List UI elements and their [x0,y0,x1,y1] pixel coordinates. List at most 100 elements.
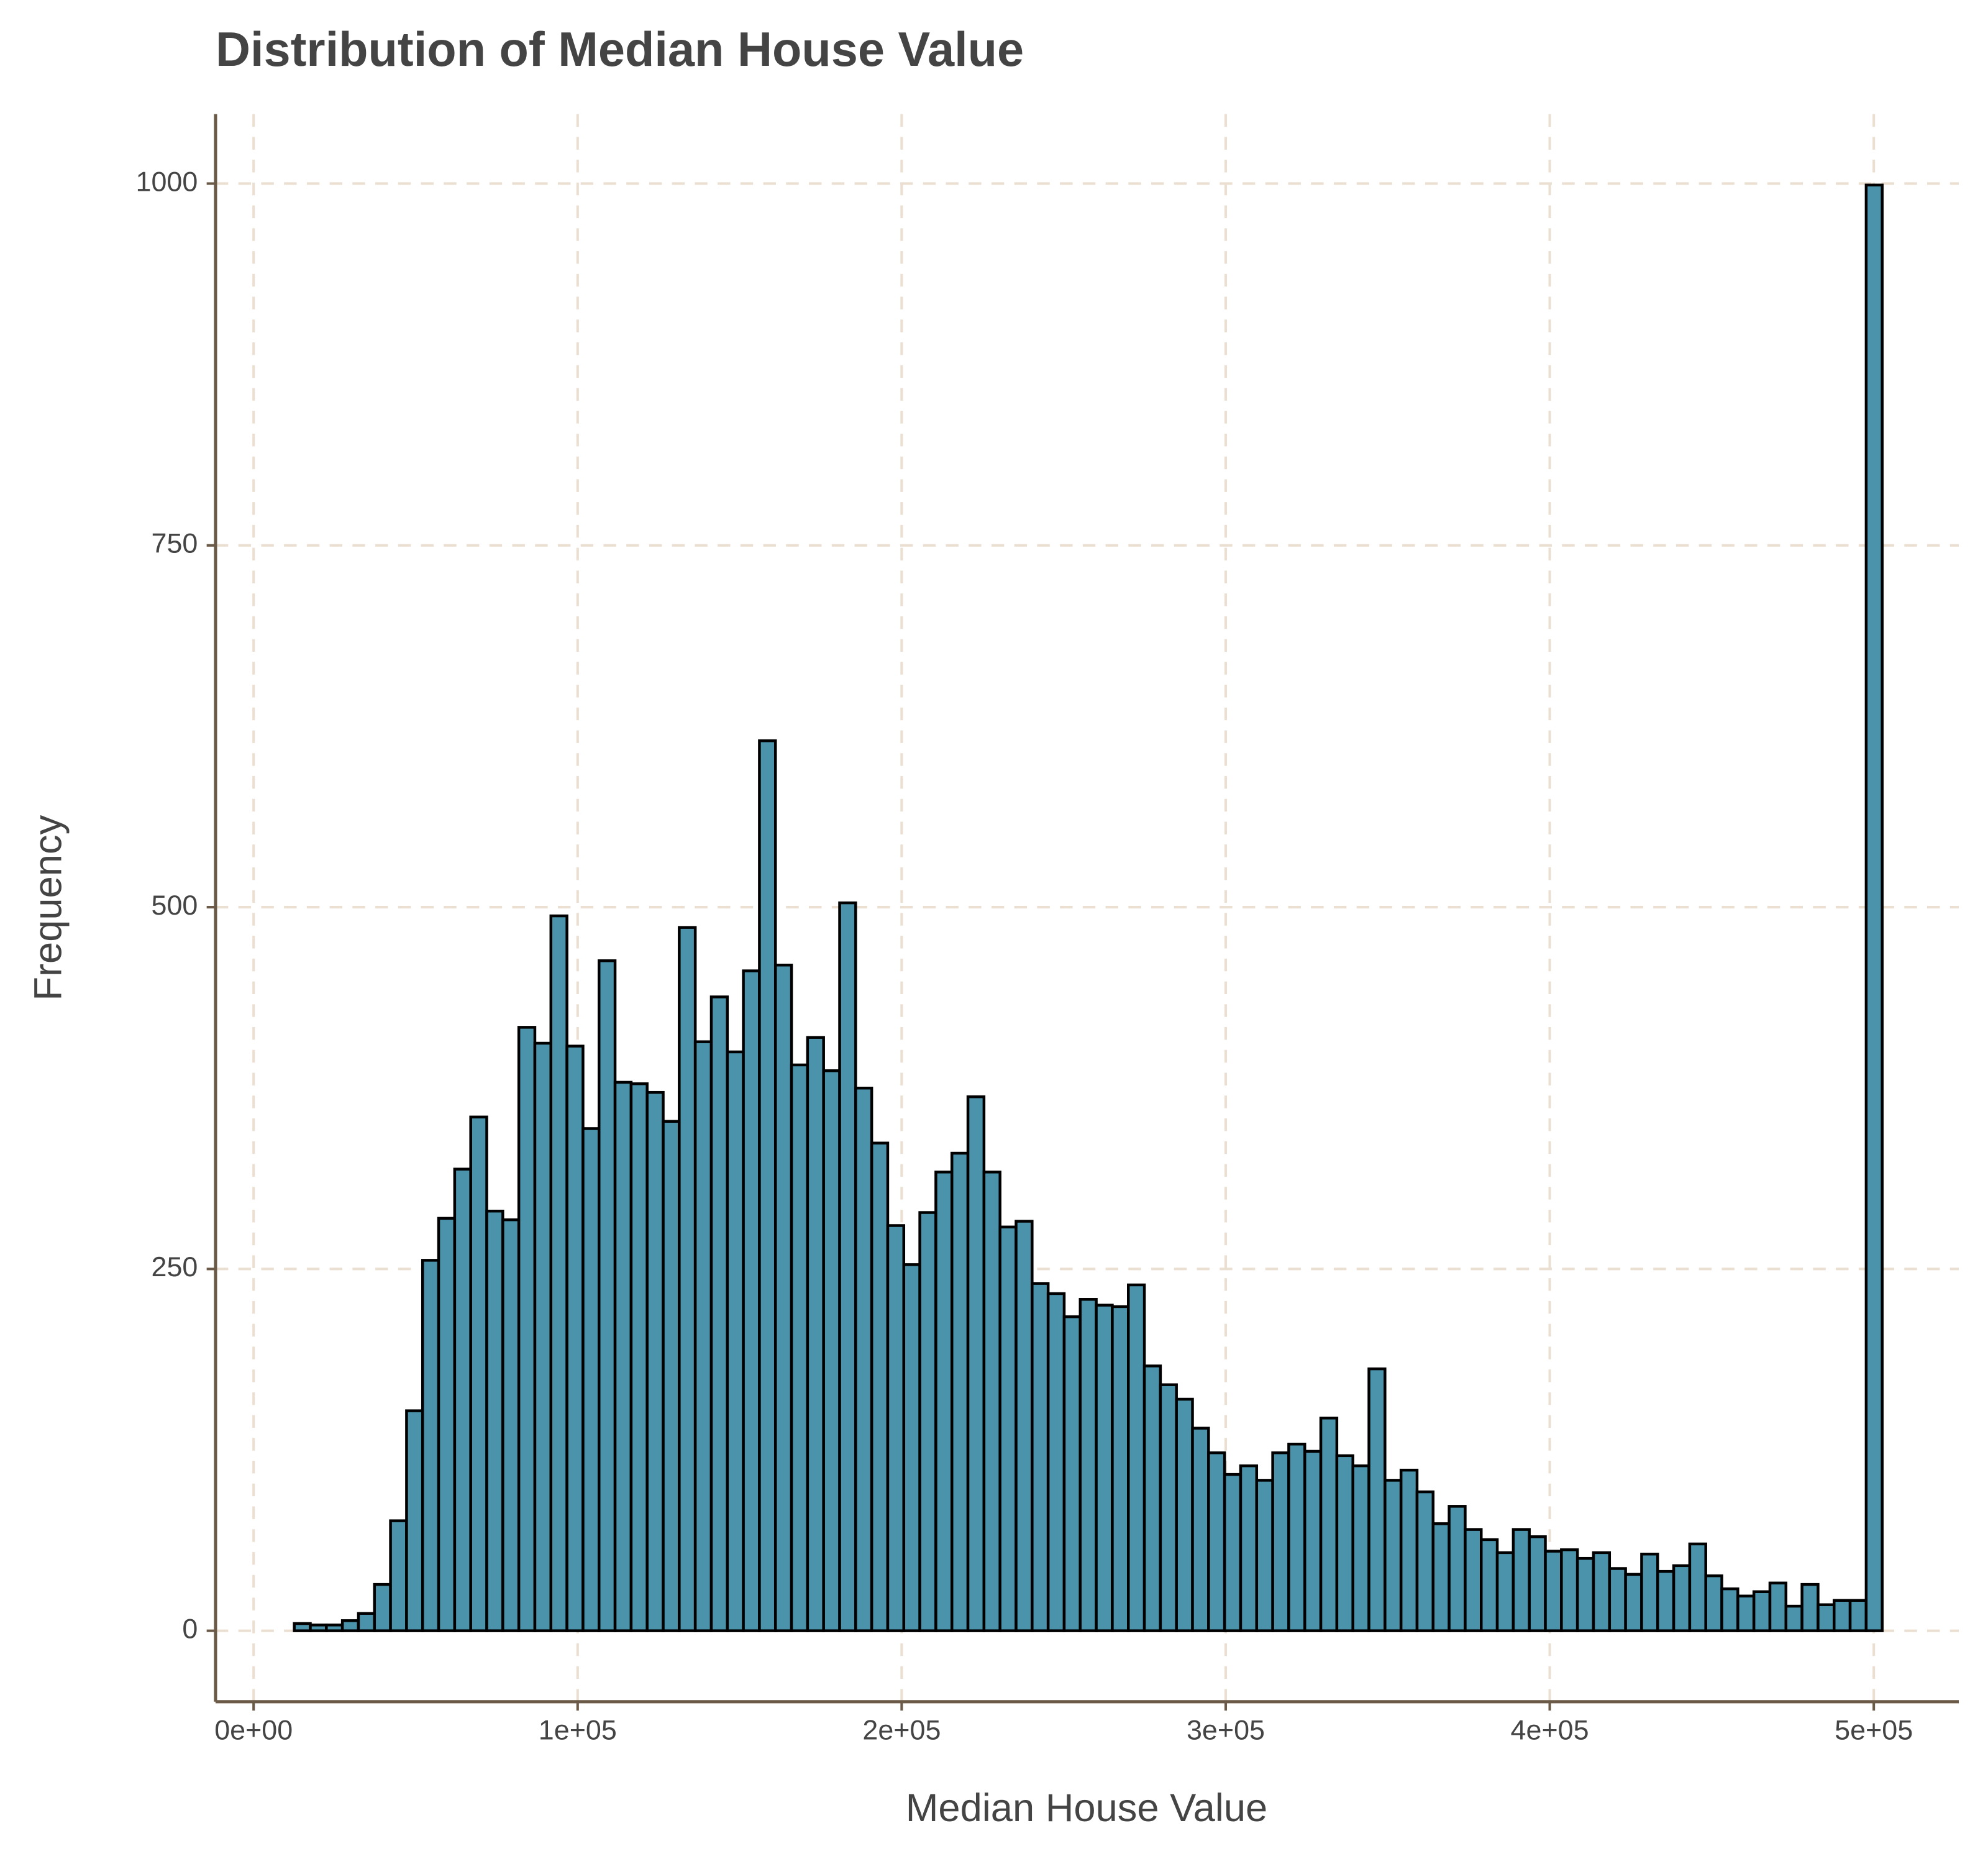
bar [1768,1581,1788,1632]
bar [838,901,857,1632]
bar [1335,1454,1354,1632]
bar [886,1224,906,1632]
bar [693,1040,713,1632]
bar [678,926,697,1632]
bar [1159,1383,1178,1632]
bar [1608,1567,1627,1632]
bar [998,1225,1018,1632]
y-tick-label: 1000 [136,165,198,197]
bar [453,1167,472,1632]
bar [742,969,761,1632]
bar [854,1086,873,1632]
bar [1142,1364,1162,1632]
bar [613,1080,633,1632]
bar [1848,1599,1868,1632]
bar [1191,1427,1210,1632]
x-tick-label: 5e+05 [1835,1714,1913,1746]
bar [421,1259,440,1632]
bar [485,1209,504,1632]
bar [597,959,617,1632]
bar [629,1082,649,1632]
bar [1319,1417,1339,1632]
bar [950,1151,970,1632]
bar [1864,183,1884,1632]
bar [870,1141,890,1632]
bar [982,1171,1001,1632]
bar [1512,1528,1531,1632]
bar [1800,1583,1820,1632]
bar [1656,1569,1676,1632]
bar [1031,1282,1050,1632]
bar [1207,1451,1226,1632]
bar [405,1409,424,1632]
bar [1480,1538,1499,1632]
bar [1399,1468,1419,1632]
bar [1784,1604,1803,1632]
bar [309,1624,328,1632]
bar [1833,1599,1852,1632]
bar [1624,1573,1643,1632]
bar [806,1036,825,1632]
x-tick-label: 2e+05 [862,1714,941,1746]
bar [357,1612,376,1632]
bar [1175,1397,1194,1632]
bar [1448,1505,1467,1632]
bar [1736,1594,1756,1632]
bar [902,1263,921,1632]
bar [1287,1442,1306,1632]
bar [1431,1522,1451,1632]
bar [1592,1551,1612,1632]
bar [645,1090,665,1632]
bar [437,1217,457,1632]
bar [1720,1587,1740,1632]
ticks: 0 250 500 750 1000 0e+00 1e+05 2e+05 3e+05 4e+05 5… [136,165,1913,1745]
x-axis-title: Median House Value [906,1786,1268,1830]
bar [469,1115,488,1632]
bar [1255,1479,1274,1632]
x-tick-label: 1e+05 [539,1714,617,1746]
bar [1544,1550,1563,1632]
y-tick-label: 0 [182,1613,198,1645]
bar [918,1211,937,1632]
bar [1367,1367,1387,1632]
bar [726,1050,745,1632]
bar [1575,1556,1595,1632]
bar [1046,1292,1066,1632]
bar [1126,1283,1146,1632]
bar [581,1127,601,1632]
bar [1495,1551,1515,1632]
bar [517,1026,537,1632]
bar [822,1069,841,1632]
bar [1415,1490,1435,1632]
bar [325,1624,344,1632]
bar [1672,1564,1692,1632]
bar [501,1218,521,1632]
bar [790,1063,809,1632]
bar [1384,1479,1403,1632]
bar [773,963,793,1632]
bar [373,1583,392,1632]
bar [1817,1603,1836,1632]
bar [293,1622,312,1632]
bar [1239,1464,1259,1632]
y-tick-label: 250 [151,1251,198,1282]
bar [709,995,729,1632]
bar [1752,1590,1772,1632]
bar [565,1044,585,1632]
y-tick-label: 500 [151,889,198,921]
bar [662,1120,681,1632]
bar [533,1041,553,1632]
bar [340,1619,360,1632]
bar [1078,1298,1098,1632]
bar [1640,1552,1659,1632]
x-tick-label: 0e+00 [214,1714,293,1746]
bar [549,914,568,1632]
bar [934,1171,954,1632]
bar [1351,1464,1370,1632]
bars [293,183,1884,1632]
bar [1303,1450,1323,1632]
bar [1095,1304,1114,1632]
bar [1528,1535,1547,1632]
